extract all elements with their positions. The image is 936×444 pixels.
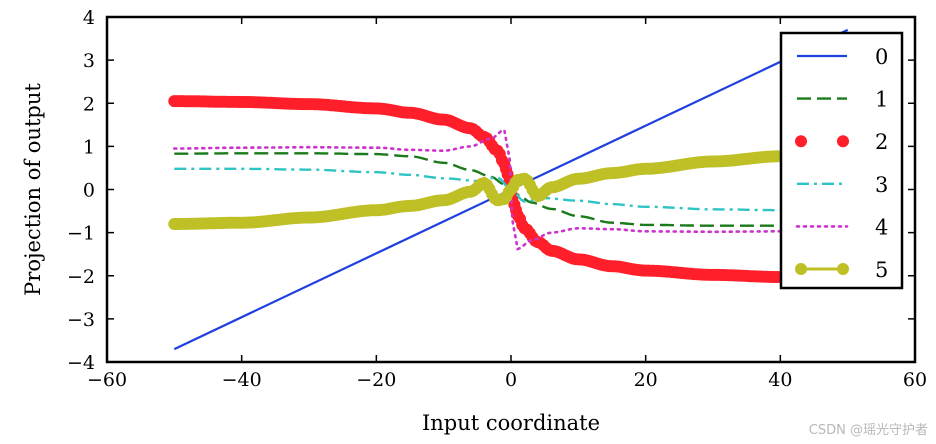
- watermark: CSDN @瑶光守护者: [808, 423, 928, 438]
- legend-label: 4: [875, 215, 888, 239]
- legend-entry: 2: [795, 130, 888, 154]
- legend-entry: 5: [795, 258, 888, 282]
- y-tick-label: 0: [83, 180, 95, 202]
- x-tick-label: −60: [87, 369, 127, 391]
- y-tick-label: −4: [67, 352, 95, 374]
- y-tick-label: −1: [67, 223, 95, 245]
- legend-entry: 0: [797, 45, 888, 69]
- y-tick-label: 3: [83, 50, 95, 72]
- y-tick-label: −3: [67, 309, 95, 331]
- x-tick-label: 0: [505, 369, 517, 391]
- x-axis-label: Input coordinate: [422, 411, 600, 435]
- legend-label: 1: [875, 88, 888, 112]
- x-tick-label: 60: [903, 369, 927, 391]
- legend-box: [779, 31, 904, 290]
- legend-label: 3: [875, 173, 888, 197]
- legend-marker: [837, 263, 849, 275]
- x-tick-label: −20: [356, 369, 396, 391]
- legend-marker: [795, 135, 807, 148]
- series-5: [168, 149, 854, 230]
- legend-marker: [837, 135, 849, 148]
- legend-label: 2: [875, 130, 888, 154]
- legend-entry: 1: [797, 88, 888, 112]
- legend: 0 1 2 3 4 5: [779, 31, 904, 290]
- y-tick-label: 1: [83, 136, 95, 158]
- legend-marker: [795, 263, 807, 275]
- x-tick-label: 20: [634, 369, 658, 391]
- y-tick-label: 2: [83, 93, 95, 115]
- y-tick-label: −2: [67, 266, 95, 288]
- series-layer: [168, 28, 854, 351]
- legend-entry: 4: [795, 215, 888, 239]
- y-axis-label: Projection of output: [21, 83, 45, 296]
- x-tick-label: −40: [222, 369, 262, 391]
- x-tick-label: 40: [768, 369, 792, 391]
- y-tick-label: 4: [83, 7, 95, 29]
- legend-label: 5: [875, 258, 888, 282]
- legend-label: 0: [875, 45, 888, 69]
- legend-entry: 3: [797, 173, 888, 197]
